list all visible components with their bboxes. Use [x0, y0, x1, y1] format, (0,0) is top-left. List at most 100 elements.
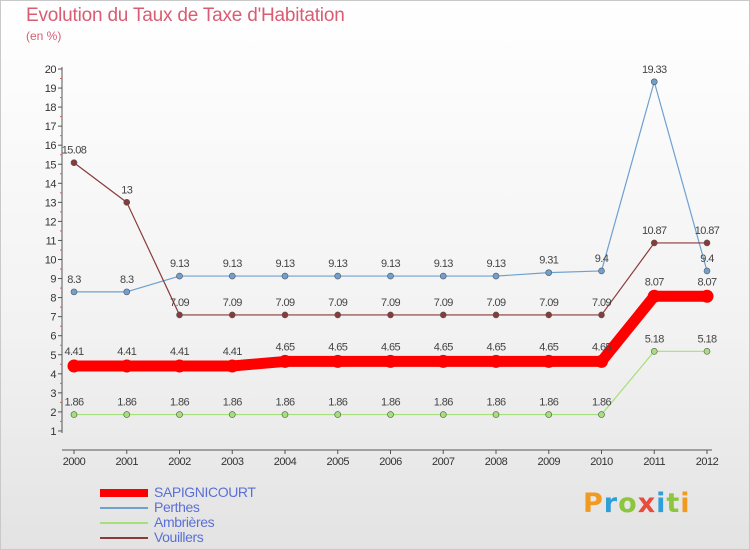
- data-label-sapignicourt: 4.65: [434, 341, 453, 353]
- data-label-sapignicourt: 4.65: [275, 341, 294, 353]
- y-tick-label: 4: [50, 369, 56, 381]
- data-label-vouillers: 7.09: [275, 297, 294, 309]
- data-label-vouillers: 7.09: [328, 297, 347, 309]
- data-point-ambri-res: [334, 411, 342, 418]
- data-point-vouillers: [703, 239, 711, 247]
- data-point-perthes: [334, 272, 342, 280]
- data-label-sapignicourt: 8.07: [697, 276, 716, 288]
- data-label-ambri-res: 5.18: [645, 333, 664, 345]
- data-label-vouillers: 13: [121, 184, 133, 196]
- data-label-ambri-res: 1.86: [539, 397, 558, 409]
- data-point-ambri-res: [598, 411, 605, 418]
- x-tick-label: 2012: [696, 456, 719, 468]
- data-label-perthes: 9.13: [328, 258, 347, 270]
- data-point-perthes: [650, 78, 658, 86]
- data-point-sapignicourt: [120, 359, 134, 373]
- data-label-perthes: 9.31: [539, 255, 558, 267]
- x-tick-label: 2000: [63, 456, 86, 468]
- x-tick-label: 2010: [590, 456, 613, 468]
- x-tick-label: 2001: [116, 456, 139, 468]
- x-tick-label: 2009: [538, 456, 561, 468]
- data-point-perthes: [703, 267, 711, 275]
- y-tick-label: 10: [45, 255, 57, 267]
- data-label-vouillers: 7.09: [170, 297, 189, 309]
- y-tick-label: 8: [50, 293, 56, 305]
- legend-swatch-perthes: [100, 507, 148, 509]
- legend-label-sapignicourt: SAPIGNICOURT: [154, 484, 256, 500]
- data-point-sapignicourt: [436, 354, 450, 368]
- data-point-perthes: [439, 272, 447, 280]
- data-label-sapignicourt: 4.65: [328, 341, 347, 353]
- legend-swatch-sapignicourt: [100, 489, 148, 497]
- legend-label-ambrieres: Ambrières: [154, 514, 215, 530]
- data-point-sapignicourt: [384, 354, 397, 368]
- data-label-sapignicourt: 8.07: [645, 276, 664, 288]
- legend-swatch-ambrieres: [100, 522, 148, 524]
- data-label-sapignicourt: 4.41: [223, 346, 242, 358]
- data-label-perthes: 9.13: [223, 258, 242, 270]
- data-point-sapignicourt: [225, 359, 239, 373]
- data-point-ambri-res: [228, 411, 236, 418]
- y-tick-label: 17: [45, 121, 57, 133]
- data-label-ambri-res: 1.86: [275, 397, 294, 409]
- data-point-ambri-res: [492, 411, 500, 418]
- data-point-ambri-res: [387, 411, 394, 418]
- data-point-sapignicourt: [700, 289, 714, 303]
- data-point-perthes: [545, 269, 553, 276]
- y-tick-label: 15: [45, 159, 57, 171]
- logo-letter: o: [618, 488, 638, 519]
- data-label-perthes: 9.13: [275, 258, 294, 270]
- y-tick-label: 6: [50, 331, 56, 343]
- data-label-vouillers: 15.08: [62, 145, 87, 157]
- legend-label-perthes: Perthes: [154, 499, 200, 515]
- y-tick-label: 3: [50, 388, 56, 400]
- data-point-perthes: [281, 272, 289, 280]
- data-point-sapignicourt: [647, 289, 661, 303]
- y-tick-label: 14: [45, 178, 57, 190]
- data-label-perthes: 19.33: [642, 64, 667, 76]
- data-point-ambri-res: [545, 411, 553, 418]
- data-point-sapignicourt: [542, 354, 556, 368]
- data-point-ambri-res: [703, 348, 711, 355]
- data-point-vouillers: [176, 311, 183, 319]
- data-label-sapignicourt: 4.41: [64, 346, 83, 358]
- y-tick-label: 12: [45, 216, 57, 228]
- data-point-vouillers: [123, 199, 131, 206]
- logo-letter: x: [637, 488, 657, 519]
- data-point-ambri-res: [650, 348, 658, 355]
- data-label-perthes: 9.4: [700, 253, 714, 265]
- data-point-vouillers: [281, 311, 289, 319]
- y-tick-label: 2: [50, 407, 56, 419]
- data-label-ambri-res: 1.86: [117, 397, 136, 409]
- y-tick-label: 9: [50, 274, 56, 286]
- proxiti-logo: Proxiti: [583, 488, 691, 519]
- data-label-ambri-res: 1.86: [64, 397, 83, 409]
- data-label-vouillers: 7.09: [539, 297, 558, 309]
- y-tick-label: 5: [50, 350, 56, 362]
- data-label-sapignicourt: 4.65: [539, 341, 558, 353]
- data-point-sapignicourt: [67, 359, 81, 373]
- data-point-ambri-res: [176, 411, 183, 418]
- data-point-perthes: [598, 267, 605, 275]
- x-tick-label: 2008: [485, 456, 508, 468]
- data-point-vouillers: [598, 311, 605, 319]
- data-point-vouillers: [228, 311, 236, 319]
- y-tick-label: 16: [45, 140, 57, 152]
- y-tick-label: 13: [45, 197, 57, 209]
- data-label-perthes: 9.13: [381, 258, 400, 270]
- y-tick-label: 18: [45, 102, 57, 114]
- y-tick-label: 11: [46, 235, 57, 247]
- data-point-ambri-res: [281, 411, 289, 418]
- logo-letter: P: [583, 488, 604, 519]
- x-tick-label: 2007: [432, 456, 455, 468]
- y-tick-label: 1: [50, 426, 56, 438]
- data-point-vouillers: [387, 311, 394, 319]
- data-label-vouillers: 7.09: [434, 297, 453, 309]
- y-tick-label: 20: [45, 64, 57, 76]
- logo-letter: i: [680, 488, 691, 519]
- data-label-vouillers: 7.09: [592, 297, 611, 309]
- y-tick-label: 19: [45, 83, 57, 95]
- data-point-perthes: [228, 272, 236, 280]
- data-point-ambri-res: [123, 411, 131, 418]
- data-point-perthes: [123, 288, 131, 296]
